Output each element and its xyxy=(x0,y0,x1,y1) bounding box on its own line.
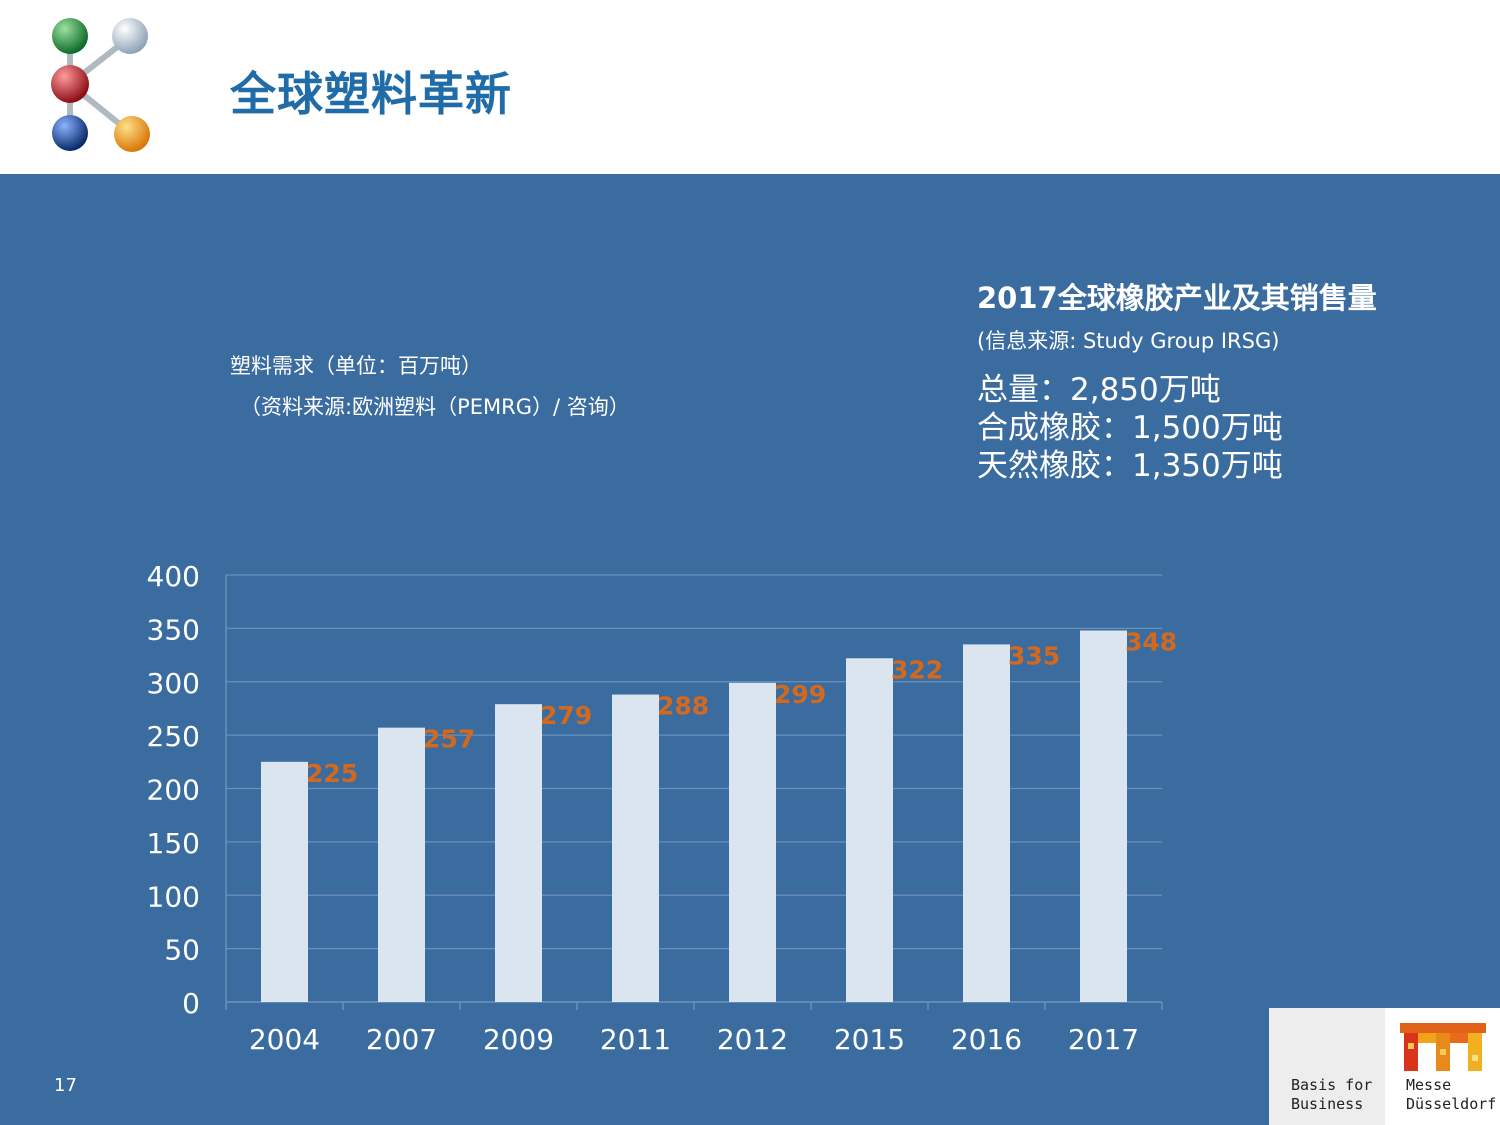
info-source: (信息来源: Study Group IRSG) xyxy=(977,329,1280,353)
x-tick-label: 2009 xyxy=(483,1023,554,1056)
footer-brand-line1: Messe xyxy=(1406,1076,1452,1094)
data-label: 299 xyxy=(774,680,826,709)
messe-logo-icon xyxy=(1400,1023,1486,1071)
data-label: 257 xyxy=(423,725,475,754)
y-tick-label: 350 xyxy=(147,613,200,646)
chart-caption: 塑料需求（单位：百万吨） xyxy=(230,354,482,378)
page-title: 全球塑料革新 xyxy=(230,67,512,121)
bar xyxy=(261,761,308,1002)
x-tick-label: 2004 xyxy=(249,1023,320,1056)
y-tick-label: 0 xyxy=(182,987,200,1020)
footer-left-panel xyxy=(1269,1008,1385,1125)
molecule-logo xyxy=(51,18,150,152)
x-tick-label: 2011 xyxy=(600,1023,671,1056)
info-line-synthetic: 合成橡胶：1,500万吨 xyxy=(977,410,1283,446)
y-tick-label: 100 xyxy=(147,880,200,913)
x-tick-label: 2012 xyxy=(717,1023,788,1056)
y-tick-label: 400 xyxy=(147,560,200,593)
data-label: 322 xyxy=(891,655,943,684)
footer-slogan-line1: Basis for xyxy=(1291,1076,1373,1094)
bar xyxy=(963,644,1010,1002)
y-tick-label: 200 xyxy=(147,774,200,807)
y-tick-label: 250 xyxy=(147,720,200,753)
footer-slogan-line2: Business xyxy=(1291,1095,1364,1113)
footer-brand-line2: Düsseldorf xyxy=(1406,1095,1497,1113)
y-tick-label: 50 xyxy=(164,934,200,967)
data-label: 348 xyxy=(1125,628,1177,657)
footer-brand: Basis for Business Messe Düsseldorf xyxy=(1269,1008,1500,1125)
bar xyxy=(495,704,542,1002)
page-number: 17 xyxy=(54,1075,77,1096)
info-title: 2017全球橡胶产业及其销售量 xyxy=(977,281,1377,315)
header: 全球塑料革新 xyxy=(0,0,1500,174)
info-line-total: 总量：2,850万吨 xyxy=(977,372,1221,408)
x-tick-label: 2015 xyxy=(834,1023,905,1056)
bar xyxy=(729,682,776,1002)
chart-source: （资料来源:欧洲塑料（PEMRG）/ 咨询） xyxy=(240,395,630,419)
bar xyxy=(612,694,659,1002)
data-label: 288 xyxy=(657,692,709,721)
info-line-natural: 天然橡胶：1,350万吨 xyxy=(977,448,1283,484)
x-tick-label: 2016 xyxy=(951,1023,1022,1056)
y-tick-label: 300 xyxy=(147,667,200,700)
x-tick-label: 2007 xyxy=(366,1023,437,1056)
bar xyxy=(378,727,425,1002)
y-tick-label: 150 xyxy=(147,827,200,860)
data-label: 335 xyxy=(1008,641,1060,670)
bar xyxy=(1080,630,1127,1002)
x-tick-label: 2017 xyxy=(1068,1023,1139,1056)
bar xyxy=(846,658,893,1002)
data-label: 225 xyxy=(306,759,358,788)
data-label: 279 xyxy=(540,701,592,730)
